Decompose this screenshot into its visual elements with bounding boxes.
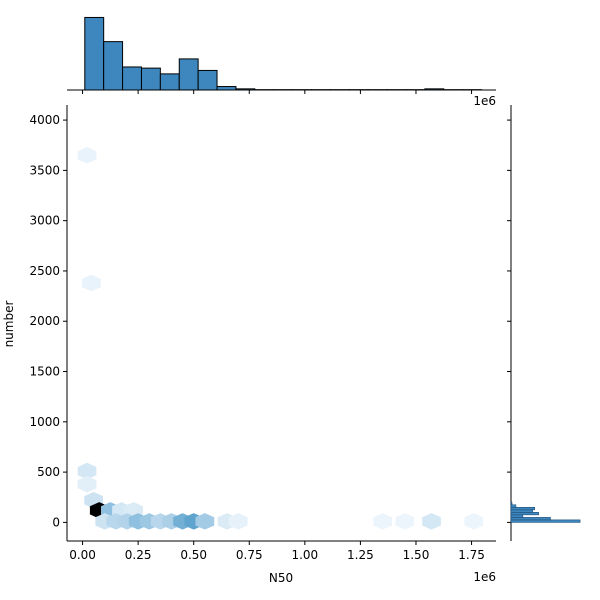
x-tick-label-4: 1.00 <box>291 548 318 562</box>
y-tick-label-0: 0 <box>52 515 60 529</box>
hexbin-3 <box>77 475 97 493</box>
x-tick-label-7: 1.75 <box>458 548 485 562</box>
y-hist-bar-7 <box>510 501 513 506</box>
hexbin-23 <box>422 513 441 530</box>
hexbin-22 <box>395 513 415 530</box>
hexbin-21 <box>373 513 392 530</box>
x-hist-bar-0 <box>84 16 105 91</box>
x-hist-bar-5 <box>178 58 199 91</box>
y-tick-label-3: 1500 <box>29 365 60 379</box>
y-tick-label-4: 2000 <box>29 314 60 328</box>
x-tick-label-2: 0.50 <box>180 548 207 562</box>
x-tick-label-3: 0.75 <box>236 548 263 562</box>
x-hist-bar-7 <box>216 86 237 91</box>
x-marginal-histogram <box>67 16 496 94</box>
y-hist-bar-2 <box>510 514 524 518</box>
x-hist-bar-1 <box>103 41 124 91</box>
y-tick-label-2: 1000 <box>29 415 60 429</box>
y-hist-bar-1 <box>510 517 551 521</box>
y-tick-label-7: 3500 <box>29 163 60 177</box>
y-marginal-histogram <box>507 105 581 541</box>
x-hist-bar-3 <box>140 67 161 91</box>
x-tick-label-0: 0.00 <box>69 548 96 562</box>
y-axis-label: number <box>2 301 16 348</box>
x-axis-label: N50 <box>269 571 293 585</box>
x-offset-text: 1e6 <box>473 570 496 584</box>
joint-hexbin-plot: 0.00 0.25 0.50 0.75 1.00 1.25 1.50 1.75 0 500 1000… <box>29 105 496 562</box>
y-hist-bar-5 <box>510 507 535 511</box>
y-tick-label-6: 3000 <box>29 214 60 228</box>
y-hist-bar-3 <box>510 512 539 516</box>
y-hist-bar-0 <box>510 519 581 523</box>
hexbin-20 <box>228 513 248 530</box>
y-tick-label-1: 500 <box>37 465 60 479</box>
y-tick-label-8: 4000 <box>29 113 60 127</box>
x-tick-label-6: 1.50 <box>403 548 430 562</box>
hexbin-24 <box>464 513 484 530</box>
y-hist-bar-4 <box>510 509 534 513</box>
hexbin-0 <box>77 147 97 164</box>
hexbin-18 <box>195 513 215 530</box>
y-hist-bar-6 <box>510 504 517 508</box>
hexbin-2 <box>77 462 97 480</box>
x-tick-label-5: 1.25 <box>347 548 374 562</box>
y-tick-label-5: 2500 <box>29 264 60 278</box>
x-tick-label-1: 0.25 <box>125 548 152 562</box>
x-hist-bar-6 <box>197 69 218 91</box>
marginal-offset-text: 1e6 <box>473 94 496 108</box>
x-hist-bar-2 <box>122 66 142 91</box>
hexbin-1 <box>82 274 101 292</box>
x-hist-bar-4 <box>159 73 180 91</box>
